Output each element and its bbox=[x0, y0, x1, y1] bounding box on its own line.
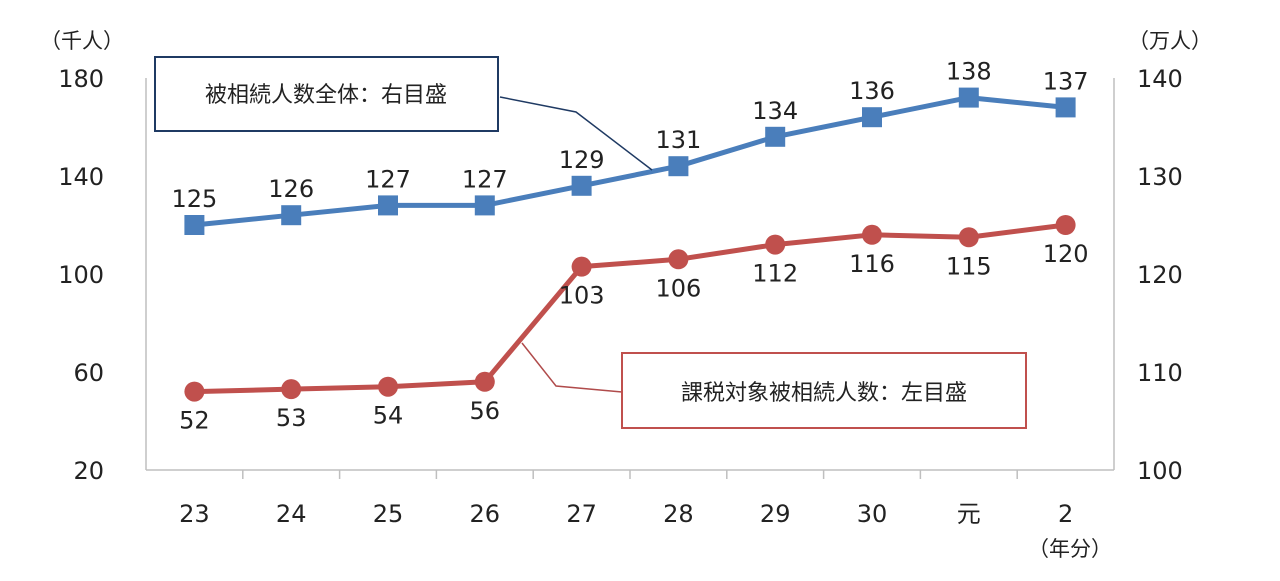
data-label: 138 bbox=[946, 58, 992, 86]
series-taxable-decedents: 52 53 54 56 103 106 112 116 115 120 bbox=[179, 215, 1089, 435]
x-tick-label: 29 bbox=[760, 500, 791, 528]
data-label: 136 bbox=[849, 77, 895, 105]
callout-blue-text: 被相続人数全体：右目盛 bbox=[205, 83, 447, 108]
data-label: 56 bbox=[470, 397, 501, 425]
y-right-tick-label: 130 bbox=[1137, 163, 1183, 191]
callout-blue-leader bbox=[499, 96, 653, 171]
data-label: 106 bbox=[655, 274, 701, 302]
x-tick-label: 30 bbox=[857, 500, 888, 528]
data-point bbox=[474, 195, 495, 216]
y-left-tick-label: 140 bbox=[58, 163, 104, 191]
y-left-tick-label: 100 bbox=[58, 261, 104, 289]
data-point bbox=[378, 195, 398, 216]
data-label: 127 bbox=[462, 165, 508, 193]
series-line bbox=[194, 222, 1066, 395]
data-label: 137 bbox=[1043, 67, 1089, 95]
data-point bbox=[474, 371, 495, 392]
y-left-tick-labels: 20 60 100 140 180 bbox=[58, 65, 104, 485]
data-point bbox=[1055, 97, 1076, 118]
data-label: 53 bbox=[276, 404, 307, 432]
data-point bbox=[571, 256, 592, 277]
y-right-tick-label: 120 bbox=[1137, 261, 1183, 289]
x-tick-labels: 23 24 25 26 27 28 29 30 元 2 bbox=[179, 500, 1073, 528]
data-point bbox=[281, 205, 302, 226]
callout-red-leader bbox=[521, 342, 623, 393]
y-right-tick-label: 140 bbox=[1137, 65, 1183, 93]
data-point bbox=[1055, 215, 1076, 235]
x-tick-label: 28 bbox=[663, 500, 694, 528]
data-point bbox=[958, 87, 979, 108]
data-label: 115 bbox=[946, 252, 992, 280]
data-label: 52 bbox=[179, 407, 210, 435]
data-label: 129 bbox=[559, 146, 605, 174]
data-label: 116 bbox=[849, 250, 895, 278]
x-tick-label: 25 bbox=[373, 500, 404, 528]
series-layer: 125 126 127 127 129 131 134 136 138 137 52 53 54 56 10… bbox=[171, 58, 1088, 435]
data-label: 54 bbox=[373, 402, 404, 430]
data-point bbox=[378, 376, 398, 397]
series-total-decedents: 125 126 127 127 129 131 134 136 138 137 bbox=[171, 58, 1089, 235]
x-tick-label: 27 bbox=[566, 500, 597, 528]
callout-red-text: 課税対象被相続人数：左目盛 bbox=[681, 381, 967, 406]
x-tick-label: 2 bbox=[1058, 500, 1073, 528]
data-point bbox=[958, 227, 979, 248]
data-label: 120 bbox=[1043, 240, 1089, 268]
data-label: 125 bbox=[171, 185, 217, 213]
y-right-tick-labels: 100 110 120 130 140 bbox=[1137, 65, 1183, 485]
callout-blue-box bbox=[154, 56, 499, 132]
x-tick-label: 24 bbox=[276, 500, 307, 528]
x-tick-label: 23 bbox=[179, 500, 210, 528]
data-label: 126 bbox=[268, 175, 314, 203]
data-point bbox=[765, 234, 786, 255]
callout-blue: 被相続人数全体：右目盛 bbox=[154, 56, 653, 171]
callout-red-box bbox=[621, 352, 1027, 429]
y-right-tick-label: 110 bbox=[1137, 359, 1183, 387]
data-point bbox=[571, 175, 592, 196]
data-point bbox=[862, 107, 882, 128]
x-unit-label: （年分） bbox=[1028, 537, 1112, 561]
y-left-tick-label: 20 bbox=[73, 457, 104, 485]
data-label: 112 bbox=[752, 260, 798, 288]
callout-red: 課税対象被相続人数：左目盛 bbox=[521, 342, 1027, 429]
data-point bbox=[668, 249, 689, 270]
y-left-unit-label: （千人） bbox=[40, 29, 124, 53]
data-label: 131 bbox=[655, 126, 701, 154]
data-point bbox=[862, 224, 882, 245]
y-left-tick-label: 180 bbox=[58, 65, 104, 93]
x-tick-label: 26 bbox=[470, 500, 501, 528]
y-right-tick-label: 100 bbox=[1137, 457, 1183, 485]
data-point bbox=[281, 379, 302, 400]
x-axis-ticks bbox=[242, 470, 1018, 479]
x-tick-label: 元 bbox=[957, 500, 981, 528]
data-label: 134 bbox=[752, 97, 798, 125]
y-right-unit-label: （万人） bbox=[1128, 29, 1212, 53]
data-point bbox=[668, 156, 689, 177]
data-label: 127 bbox=[365, 165, 411, 193]
series-line bbox=[194, 95, 1066, 228]
data-point bbox=[765, 126, 786, 147]
data-label: 103 bbox=[559, 282, 605, 310]
y-left-tick-label: 60 bbox=[73, 359, 104, 387]
data-point bbox=[184, 381, 205, 402]
data-point bbox=[184, 215, 205, 235]
